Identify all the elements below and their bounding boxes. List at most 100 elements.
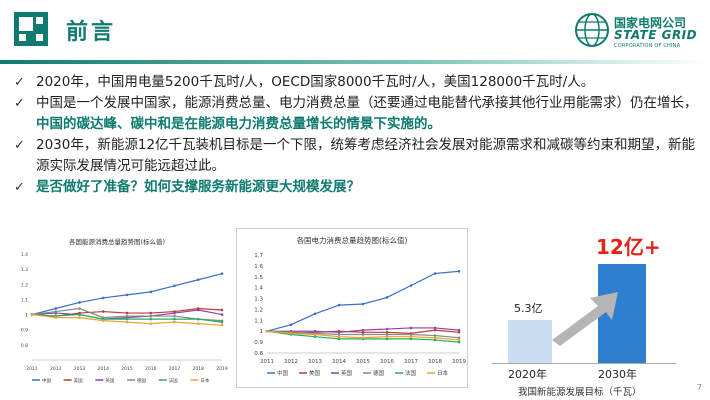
bar-x-label: 2030年 bbox=[598, 368, 637, 381]
data-point bbox=[220, 320, 224, 324]
x-tick-label: 2011 bbox=[26, 366, 38, 372]
legend-label: 法国 bbox=[169, 377, 178, 384]
x-tick-label: 2015 bbox=[356, 359, 370, 365]
data-point bbox=[457, 328, 461, 332]
check-icon: ✓ bbox=[14, 138, 25, 153]
data-point bbox=[409, 284, 413, 287]
data-point bbox=[220, 313, 224, 316]
data-point bbox=[125, 314, 129, 318]
header-divider bbox=[0, 60, 710, 64]
bullet-highlight: 中国的碳达峰、碳中和是在能源电力消费总量增长的情景下实施的。 bbox=[36, 116, 441, 132]
data-point bbox=[149, 314, 153, 318]
new-energy-target-chart: 5.3亿 12亿+ 2020年 2030年 我国新能源发展目标（千瓦） bbox=[488, 234, 706, 398]
data-point bbox=[433, 336, 437, 340]
y-tick-label: 1.6 bbox=[254, 264, 263, 270]
data-point bbox=[313, 333, 317, 336]
y-tick-label: 1.7 bbox=[254, 253, 263, 259]
data-point bbox=[173, 311, 176, 315]
brand-name-cn: 国家电网公司 bbox=[614, 16, 687, 30]
data-point bbox=[220, 323, 224, 327]
x-tick-label: 2012 bbox=[50, 366, 62, 372]
bullet-text: 2030年，新能源12亿千瓦装机目标是一个下限，统筹考虑经济社会发展对能源需求和… bbox=[36, 137, 696, 174]
y-tick-label: 1.4 bbox=[21, 252, 28, 258]
data-point bbox=[54, 307, 58, 310]
legend-label: 中国 bbox=[42, 377, 51, 384]
data-point bbox=[125, 293, 129, 297]
data-point bbox=[196, 308, 200, 312]
data-point bbox=[54, 310, 58, 313]
bullet-text: 中国是一个发展中国家，能源消费总量、电力消费总量（还要通过电能替代承接其他行业用… bbox=[36, 95, 698, 111]
data-point bbox=[101, 319, 105, 322]
data-point bbox=[337, 337, 341, 341]
data-point bbox=[173, 317, 176, 321]
data-point bbox=[385, 331, 389, 334]
y-tick-label: 0.8 bbox=[254, 351, 263, 357]
x-tick-label: 2017 bbox=[169, 366, 181, 372]
check-icon: ✓ bbox=[14, 180, 25, 195]
data-point bbox=[337, 303, 341, 307]
data-point bbox=[173, 314, 176, 318]
data-point bbox=[196, 317, 200, 321]
x-tick-label: 2013 bbox=[308, 359, 322, 365]
y-tick-label: 1 bbox=[25, 313, 28, 319]
y-tick-label: 1.2 bbox=[21, 282, 28, 288]
brand-subtitle: CORPORATION OF CHINA bbox=[614, 43, 681, 49]
data-point bbox=[149, 322, 153, 325]
x-tick-label: 2015 bbox=[121, 366, 133, 372]
data-point bbox=[149, 311, 153, 315]
bullet-list: ✓ 2020年，中国用电量5200千瓦时/人，OECD国家8000千瓦时/人，美… bbox=[12, 72, 702, 198]
data-point bbox=[313, 335, 317, 338]
page-title: 前言 bbox=[66, 20, 117, 45]
check-icon: ✓ bbox=[14, 75, 25, 90]
y-tick-label: 1.5 bbox=[254, 275, 263, 281]
series-line bbox=[266, 270, 460, 332]
data-point bbox=[361, 302, 365, 306]
bar-baseline bbox=[492, 363, 676, 364]
data-point bbox=[409, 337, 413, 341]
y-tick-label: 0.8 bbox=[21, 343, 28, 349]
legend-label: 德国 bbox=[373, 369, 385, 377]
data-point bbox=[101, 296, 105, 300]
data-point bbox=[125, 320, 129, 324]
data-point bbox=[265, 329, 269, 333]
line-chart-svg: 1.7 1.6 1.5 1.4 1.3 1.2 1.1 1 0.9 0.8 2011 2012 2013… bbox=[254, 253, 466, 377]
data-point bbox=[457, 340, 461, 344]
y-tick-label: 1.1 bbox=[21, 297, 28, 303]
growth-arrow-icon bbox=[552, 292, 618, 346]
data-point bbox=[409, 335, 413, 338]
data-point bbox=[78, 301, 81, 304]
data-point bbox=[196, 278, 200, 282]
brand-logo: 国家电网公司 STATE GRID CORPORATION OF CHINA bbox=[574, 10, 700, 54]
check-icon: ✓ bbox=[14, 96, 25, 111]
data-point bbox=[125, 311, 129, 315]
data-point bbox=[385, 335, 389, 338]
x-tick-label: 2018 bbox=[193, 366, 205, 372]
bullet-item: ✓ 2030年，新能源12亿千瓦装机目标是一个下限，统筹考虑经济社会发展对能源需… bbox=[12, 135, 702, 177]
bullet-item: ✓ 是否做好了准备？如何支撑服务新能源更大规模发展？ bbox=[12, 177, 702, 198]
legend-label: 法国 bbox=[405, 369, 417, 377]
data-point bbox=[433, 272, 437, 275]
data-point bbox=[313, 329, 317, 333]
state-grid-globe-icon bbox=[575, 13, 609, 47]
y-tick-label: 1.1 bbox=[254, 318, 263, 324]
legend-label: 日本 bbox=[200, 377, 209, 384]
electricity-consumption-chart: 各国电力消费总量趋势图(标么值) 1.7 1.6 1.5 1.4 1.3 1.2 1.1 1 0… bbox=[236, 228, 468, 388]
brand-name-en: STATE GRID bbox=[614, 28, 698, 42]
data-point bbox=[385, 333, 389, 336]
data-point bbox=[289, 323, 293, 326]
data-point bbox=[220, 272, 224, 275]
x-tick-label: 2017 bbox=[404, 359, 418, 365]
data-point bbox=[289, 332, 293, 335]
data-point bbox=[196, 322, 200, 325]
data-point bbox=[54, 316, 58, 319]
x-tick-label: 2016 bbox=[380, 359, 394, 365]
data-point bbox=[337, 331, 341, 334]
data-point bbox=[361, 331, 365, 334]
bullet-text: 2020年，中国用电量5200千瓦时/人，OECD国家8000千瓦时/人，美国1… bbox=[36, 74, 595, 90]
data-point bbox=[101, 310, 105, 313]
data-point bbox=[385, 327, 389, 331]
bar-2030 bbox=[598, 264, 646, 364]
data-point bbox=[361, 333, 365, 336]
bar-chart-caption: 我国新能源发展目标（千瓦） bbox=[518, 387, 642, 398]
x-tick-label: 2013 bbox=[74, 366, 86, 372]
